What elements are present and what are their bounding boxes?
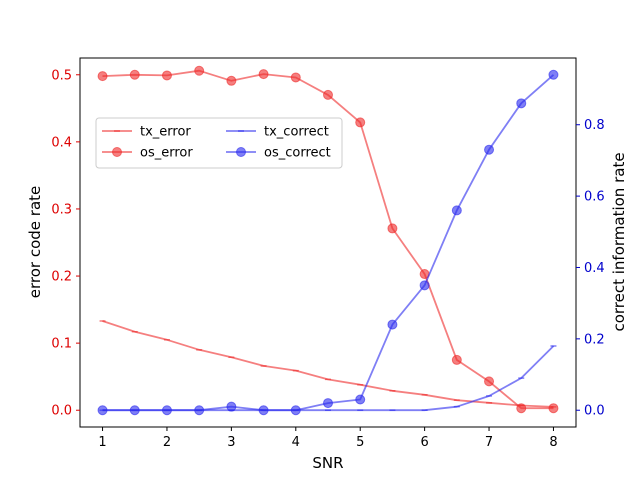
os_correct-point [323,398,333,409]
x-tick-label: 2 [163,435,171,450]
y-left-tick-label: 0.0 [51,404,72,419]
x-tick-label: 8 [549,435,557,450]
os_correct-point [484,144,495,155]
plot-background [80,58,576,427]
y-left-tick-label: 0.3 [51,202,72,217]
series-layer [97,65,559,416]
legend-marker-os_error [112,147,122,157]
x-tick-label: 3 [227,435,235,450]
os_correct-point [290,405,301,416]
os_correct-point [258,405,269,416]
y-left-tick-label: 0.5 [51,68,72,83]
x-tick-label: 6 [420,435,428,450]
os_correct-point [516,98,527,109]
y-axis-left: 0.0 0.1 0.2 0.3 0.4 0.5 [51,68,80,419]
legend-box [95,117,343,169]
legend-label-tx_correct: tx_correct [264,125,329,140]
os_error-point [226,75,237,86]
os_correct-point [419,280,430,291]
os_error-point [387,223,398,234]
legend-marker-os_correct [236,147,246,157]
os_correct-point [129,405,140,416]
y-left-tick-label: 0.1 [51,337,72,352]
x-tick-label: 1 [98,435,106,450]
y-right-tick-label: 0.4 [584,261,605,276]
legend-label-tx_error: tx_error [140,125,191,140]
os_correct-point [97,405,108,416]
os_error-point [516,403,527,414]
y-axis-right: 0.0 0.2 0.4 0.6 0.8 [576,118,605,419]
os_error-point [355,117,366,128]
y-right-tick-label: 0.2 [584,332,605,347]
os_error-point [97,71,108,82]
x-tick-label: 5 [356,435,364,450]
x-tick-label: 4 [292,435,300,450]
os_error-point [194,65,205,76]
y-left-tick-label: 0.2 [51,270,72,285]
legend: tx_error os_error tx_correct os_correct [95,117,343,169]
os_error-point [258,69,269,80]
os_error-point [290,72,301,83]
y-right-tick-label: 0.0 [584,404,605,419]
y-axis-left-title: error code rate [26,186,44,299]
x-axis: 1 2 3 4 5 6 7 8 [98,427,558,450]
os_correct-point [387,319,398,330]
plot-frame [79,57,577,428]
os_correct-point [548,69,559,80]
x-axis-title: SNR [312,454,343,472]
os_error-point [323,89,333,100]
y-right-tick-label: 0.6 [584,190,605,205]
legend-label-os_correct: os_correct [264,146,331,161]
os_correct-point [194,405,205,416]
os_error-point [451,354,462,365]
os_error-point [548,403,559,414]
os_error-point [161,70,172,81]
os_error-point [484,376,495,387]
os_correct-point [161,405,172,416]
os_error-point [129,69,140,80]
y-right-tick-label: 0.8 [584,118,605,133]
os_correct-point [226,401,237,412]
x-tick-label: 7 [485,435,493,450]
os_correct-point [355,394,366,405]
os_correct-point [451,205,462,216]
y-axis-right-title: correct information rate [610,152,628,331]
y-left-tick-label: 0.4 [51,135,72,150]
legend-label-os_error: os_error [140,146,193,161]
